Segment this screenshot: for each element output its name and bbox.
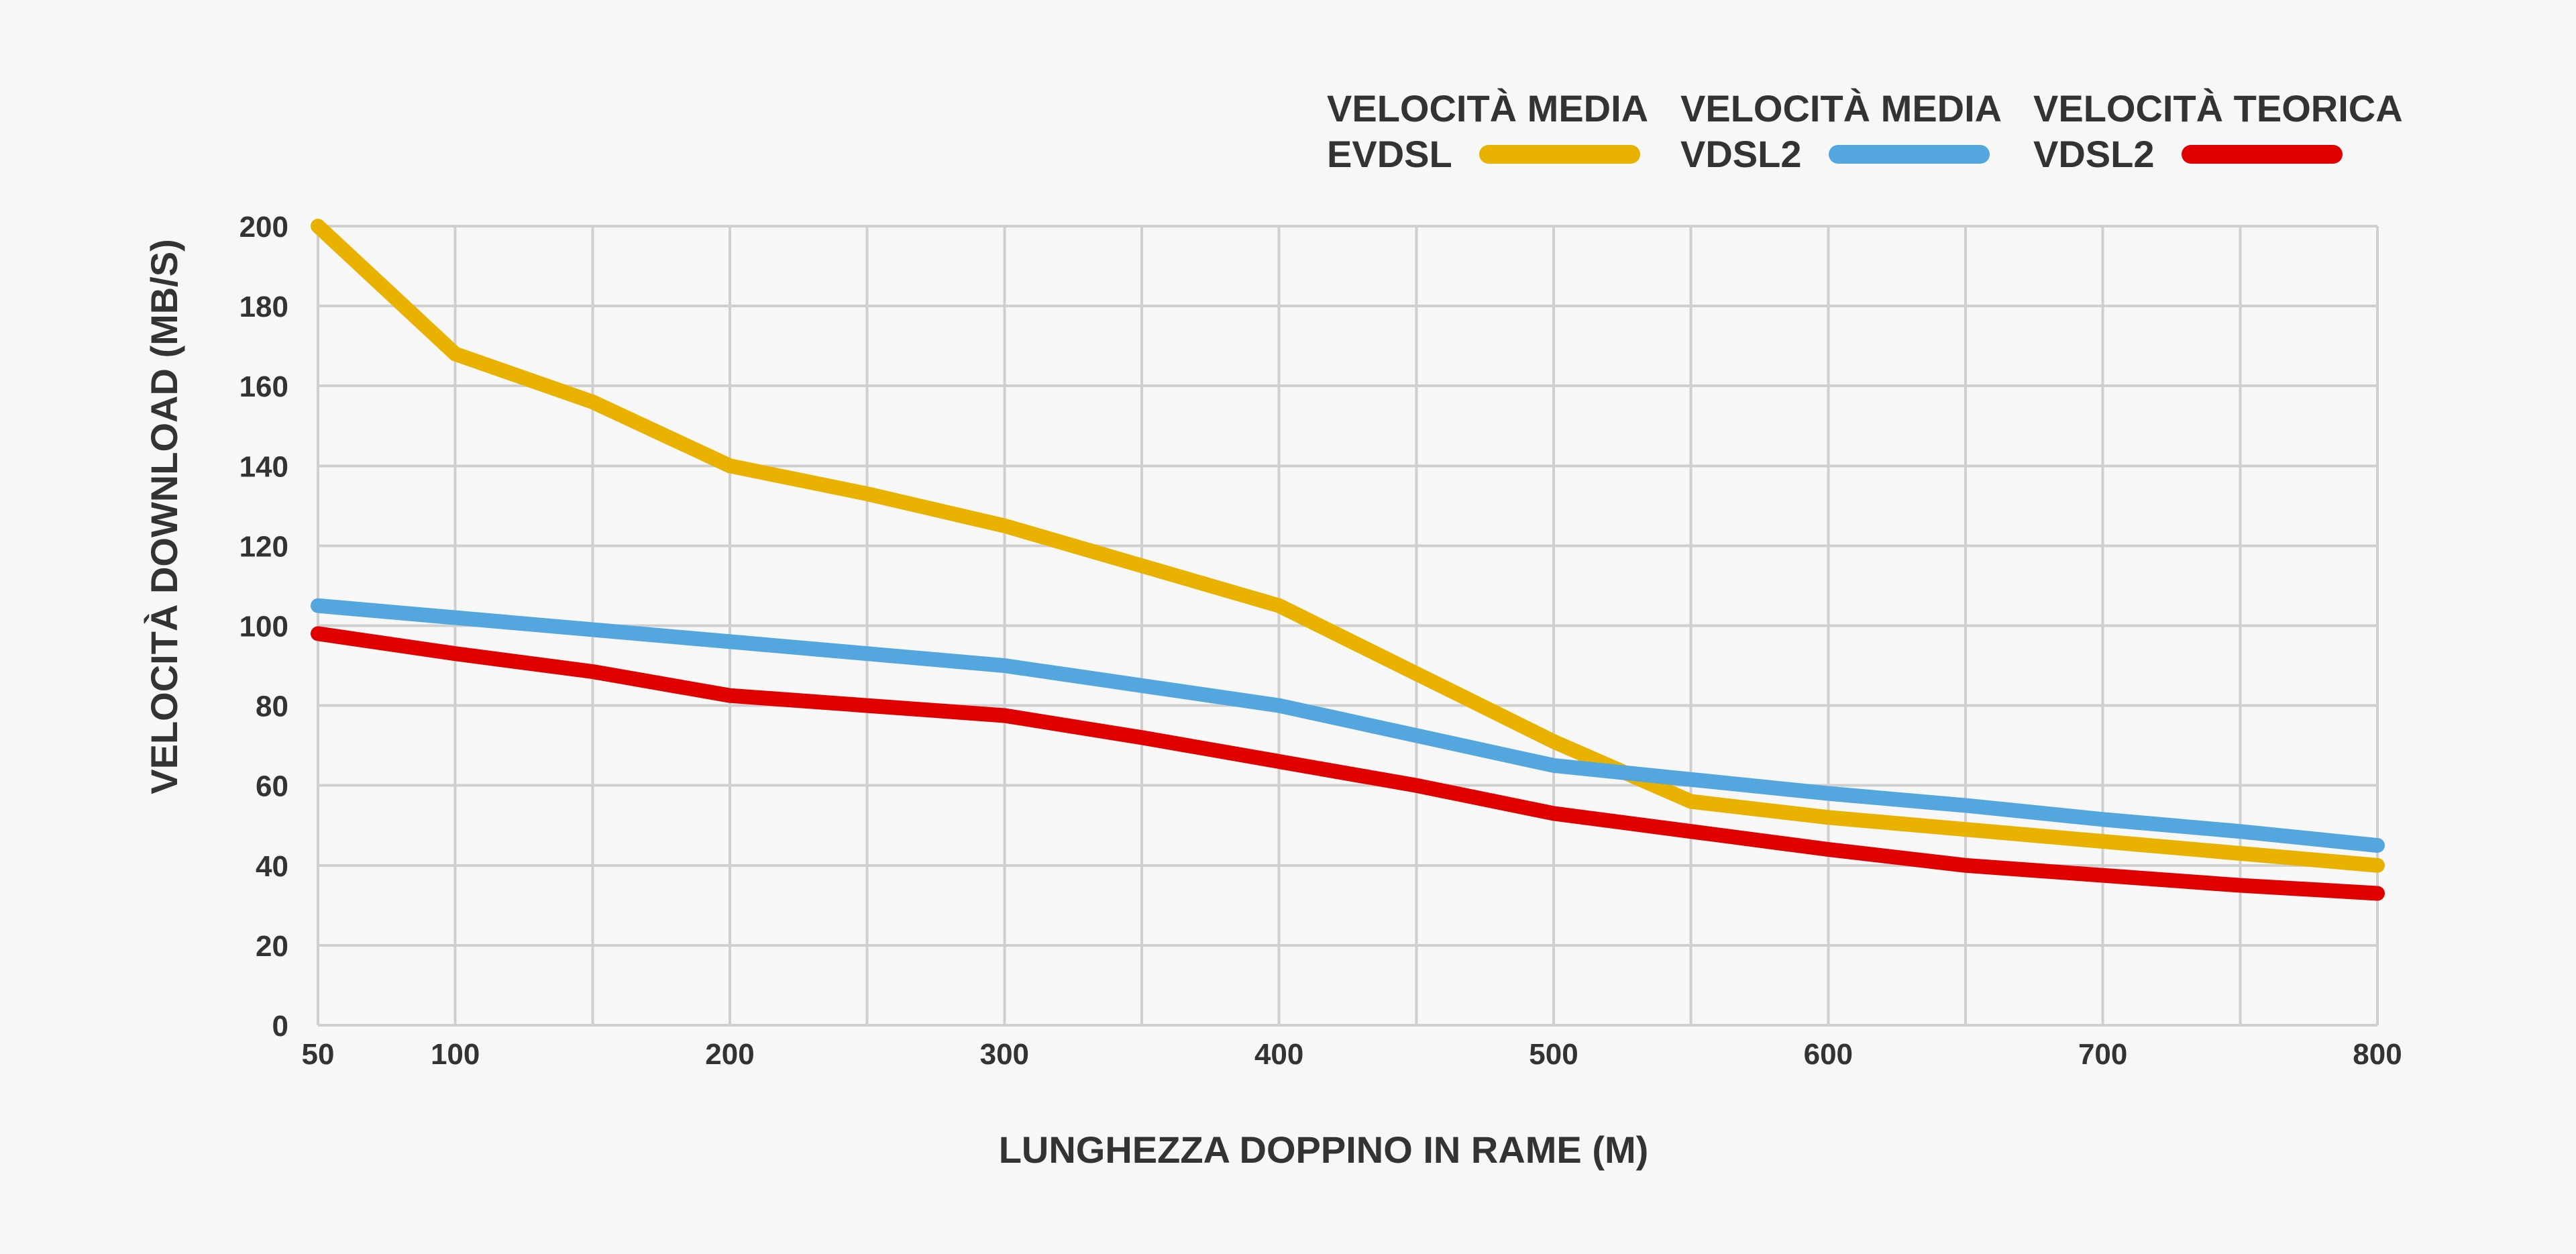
series-lines bbox=[311, 219, 2385, 901]
series-line-vdsl2-1 bbox=[311, 598, 2385, 853]
legend-label-line1: VELOCITÀ MEDIA bbox=[1680, 87, 2002, 129]
series-line-evdsl-0 bbox=[311, 219, 2385, 873]
horizontal-gridlines bbox=[318, 225, 2377, 1027]
legend-label-line1: VELOCITÀ TEORICA bbox=[2033, 87, 2403, 129]
legend-item-evdsl: VELOCITÀ MEDIA EVDSL bbox=[1327, 86, 1648, 177]
y-tick-label: 60 bbox=[256, 770, 288, 803]
x-tick-label: 800 bbox=[2353, 1038, 2402, 1071]
legend-label-line2: VDSL2 bbox=[2033, 133, 2155, 175]
y-axis-tick-labels: 0 20 40 60 80 100 120 140 160 180 200 bbox=[239, 211, 288, 1043]
series-line-vdsl2-2 bbox=[311, 626, 2385, 901]
y-tick-label: 0 bbox=[272, 1010, 288, 1043]
legend-label-row: EVDSL bbox=[1327, 132, 1648, 177]
y-tick-label: 20 bbox=[256, 930, 288, 963]
legend-label-row: VDSL2 bbox=[2033, 132, 2403, 177]
x-tick-label: 500 bbox=[1529, 1038, 1578, 1071]
y-tick-label: 180 bbox=[239, 291, 288, 323]
x-tick-label: 100 bbox=[431, 1038, 480, 1071]
legend-label-line1: VELOCITÀ MEDIA bbox=[1327, 87, 1649, 129]
y-tick-label: 200 bbox=[239, 211, 288, 244]
legend-label-row: VDSL2 bbox=[1680, 132, 2002, 177]
x-tick-label: 300 bbox=[980, 1038, 1029, 1071]
x-tick-label: 50 bbox=[302, 1038, 335, 1071]
legend-label-line2: VDSL2 bbox=[1680, 133, 1802, 175]
x-tick-label: 200 bbox=[705, 1038, 754, 1071]
y-tick-label: 120 bbox=[239, 530, 288, 563]
y-tick-label: 160 bbox=[239, 370, 288, 403]
y-tick-label: 40 bbox=[256, 850, 288, 883]
x-tick-label: 700 bbox=[2078, 1038, 2127, 1071]
y-tick-label: 80 bbox=[256, 690, 288, 723]
x-tick-label: 600 bbox=[1804, 1038, 1853, 1071]
y-tick-label: 100 bbox=[239, 611, 288, 643]
legend-item-vdsl2-teorica: VELOCITÀ TEORICA VDSL2 bbox=[2033, 86, 2403, 177]
legend-swatch-blue bbox=[1828, 145, 1990, 164]
x-axis-title: LUNGHEZZA DOPPINO IN RAME (M) bbox=[999, 1129, 1649, 1171]
legend-swatch-red bbox=[2181, 145, 2343, 164]
legend-item-vdsl2-media: VELOCITÀ MEDIA VDSL2 bbox=[1680, 86, 2002, 177]
x-tick-label: 400 bbox=[1254, 1038, 1303, 1071]
legend-label-line2: EVDSL bbox=[1327, 133, 1452, 175]
y-tick-label: 140 bbox=[239, 450, 288, 483]
legend-swatch-yellow bbox=[1479, 145, 1640, 164]
y-axis-title: VELOCITÀ DOWNLOAD (MB/S) bbox=[143, 239, 185, 794]
x-axis-tick-labels: 50 100 200 300 400 500 600 700 800 bbox=[302, 1038, 2402, 1071]
